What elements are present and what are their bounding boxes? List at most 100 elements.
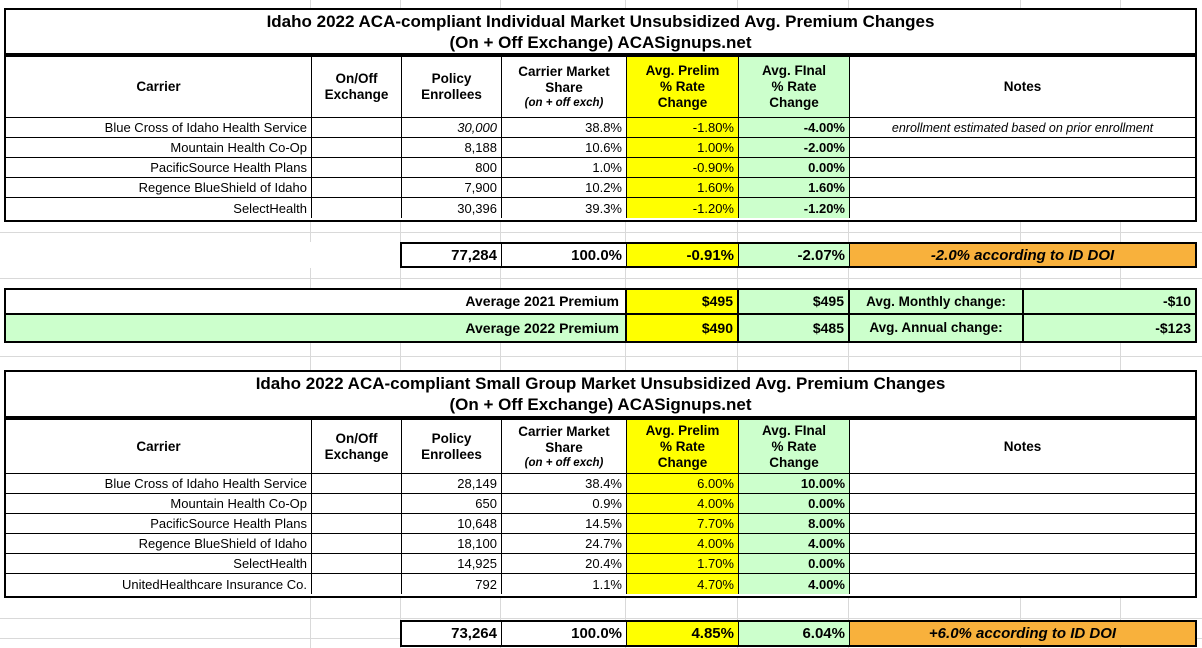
doi-note-cell: +6.0% according to ID DOI	[850, 622, 1195, 645]
header-line: Change	[769, 95, 819, 110]
total-enrollees-cell: 77,284	[402, 244, 502, 266]
exchange-cell	[312, 494, 402, 514]
column-header-notes: Notes	[850, 57, 1195, 118]
gridline-band	[0, 343, 1202, 370]
market-share-cell: 1.0%	[502, 158, 627, 178]
prelim-rate-cell: -1.80%	[627, 118, 739, 138]
column-header-carrier: Carrier	[6, 57, 312, 118]
exchange-cell	[312, 514, 402, 534]
column-header-exchange: On/Off Exchange	[312, 420, 402, 474]
total-enrollees-cell: 73,264	[402, 622, 502, 645]
gridline-band	[0, 268, 1202, 288]
exchange-cell	[312, 158, 402, 178]
exchange-cell	[312, 178, 402, 198]
column-header-notes: Notes	[850, 420, 1195, 474]
market-share-cell: 14.5%	[502, 514, 627, 534]
total-final-cell: -2.07%	[739, 244, 850, 266]
prelim-rate-cell: -0.90%	[627, 158, 739, 178]
header-line: On/Off	[335, 430, 378, 446]
final-rate-cell: 0.00%	[739, 158, 850, 178]
column-header-market-share: Carrier Market Share (on + off exch)	[502, 57, 627, 118]
column-header-enrollees: Policy Enrollees	[402, 57, 502, 118]
carrier-cell: SelectHealth	[6, 554, 312, 574]
total-final-cell: 6.04%	[739, 622, 850, 645]
header-line: Avg. Prelim	[645, 63, 720, 78]
total-share-cell: 100.0%	[502, 622, 627, 645]
header-line: Share	[545, 439, 583, 455]
header-line: Carrier Market	[518, 64, 610, 79]
column-header-final-rate: Avg. FInal % Rate Change	[739, 57, 850, 118]
header-line: % Rate	[771, 438, 817, 454]
premium-prelim-cell: $490	[627, 314, 739, 341]
table2-totals-row: 73,264 100.0% 4.85% 6.04% +6.0% accordin…	[400, 620, 1197, 647]
change-label-cell: Avg. Monthly change:	[850, 290, 1024, 315]
note-cell	[850, 554, 1195, 574]
header-line: Enrollees	[421, 87, 482, 102]
premium-summary: Average 2021 Premium $495 $495 Avg. Mont…	[4, 288, 1197, 343]
column-header-market-share: Carrier Market Share (on + off exch)	[502, 420, 627, 474]
exchange-cell	[312, 198, 402, 218]
total-prelim-cell: -0.91%	[627, 244, 739, 266]
premium-prelim-cell: $495	[627, 290, 739, 315]
exchange-cell	[312, 138, 402, 158]
prelim-rate-cell: 1.70%	[627, 554, 739, 574]
final-rate-cell: 0.00%	[739, 554, 850, 574]
carrier-cell: Blue Cross of Idaho Health Service	[6, 474, 312, 494]
gridline-band	[0, 0, 1202, 8]
table1: Carrier On/Off Exchange Policy Enrollees…	[4, 55, 1197, 222]
gridline-band	[0, 222, 1202, 242]
exchange-cell	[312, 574, 402, 594]
header-line: Carrier Market	[518, 423, 610, 439]
exchange-cell	[312, 474, 402, 494]
carrier-cell: Regence BlueShield of Idaho	[6, 178, 312, 198]
header-line: On/Off	[335, 71, 378, 86]
total-share-cell: 100.0%	[502, 244, 627, 266]
prelim-rate-cell: 1.60%	[627, 178, 739, 198]
enrollees-cell: 30,396	[402, 198, 502, 218]
change-value-cell: -$10	[1024, 290, 1195, 315]
enrollees-cell: 7,900	[402, 178, 502, 198]
carrier-cell: PacificSource Health Plans	[6, 158, 312, 178]
header-line: Exchange	[324, 446, 389, 462]
column-header-final-rate: Avg. FInal % Rate Change	[739, 420, 850, 474]
header-line: % Rate	[659, 438, 705, 454]
table1-totals-row: 77,284 100.0% -0.91% -2.07% -2.0% accord…	[400, 242, 1197, 268]
header-line: Policy	[431, 71, 472, 86]
prelim-rate-cell: 4.70%	[627, 574, 739, 594]
premium-label-cell: Average 2021 Premium	[6, 290, 627, 315]
market-share-cell: 10.2%	[502, 178, 627, 198]
column-header-enrollees: Policy Enrollees	[402, 420, 502, 474]
column-header-carrier: Carrier	[6, 420, 312, 474]
header-line: Policy	[431, 430, 472, 446]
enrollees-cell: 650	[402, 494, 502, 514]
header-line: Share	[545, 80, 583, 95]
enrollees-cell: 30,000	[402, 118, 502, 138]
final-rate-cell: -2.00%	[739, 138, 850, 158]
header-line: Enrollees	[421, 446, 482, 462]
carrier-cell: Mountain Health Co-Op	[6, 494, 312, 514]
exchange-cell	[312, 554, 402, 574]
change-value-cell: -$123	[1024, 314, 1195, 341]
exchange-cell	[312, 118, 402, 138]
market-share-cell: 1.1%	[502, 574, 627, 594]
prelim-rate-cell: 1.00%	[627, 138, 739, 158]
column-header-prelim-rate: Avg. Prelim % Rate Change	[627, 57, 739, 118]
enrollees-cell: 8,188	[402, 138, 502, 158]
note-cell	[850, 514, 1195, 534]
market-share-cell: 38.4%	[502, 474, 627, 494]
header-line: % Rate	[659, 79, 705, 94]
carrier-cell: Mountain Health Co-Op	[6, 138, 312, 158]
carrier-cell: PacificSource Health Plans	[6, 514, 312, 534]
enrollees-cell: 792	[402, 574, 502, 594]
table2-title: Idaho 2022 ACA-compliant Small Group Mar…	[4, 370, 1197, 418]
title-line: Idaho 2022 ACA-compliant Small Group Mar…	[255, 374, 946, 393]
final-rate-cell: 1.60%	[739, 178, 850, 198]
enrollees-cell: 800	[402, 158, 502, 178]
header-line: Avg. FInal	[761, 63, 826, 78]
carrier-cell: Regence BlueShield of Idaho	[6, 534, 312, 554]
total-prelim-cell: 4.85%	[627, 622, 739, 645]
change-label-cell: Avg. Annual change:	[850, 314, 1024, 341]
enrollees-cell: 14,925	[402, 554, 502, 574]
header-line: Avg. Prelim	[645, 422, 720, 438]
